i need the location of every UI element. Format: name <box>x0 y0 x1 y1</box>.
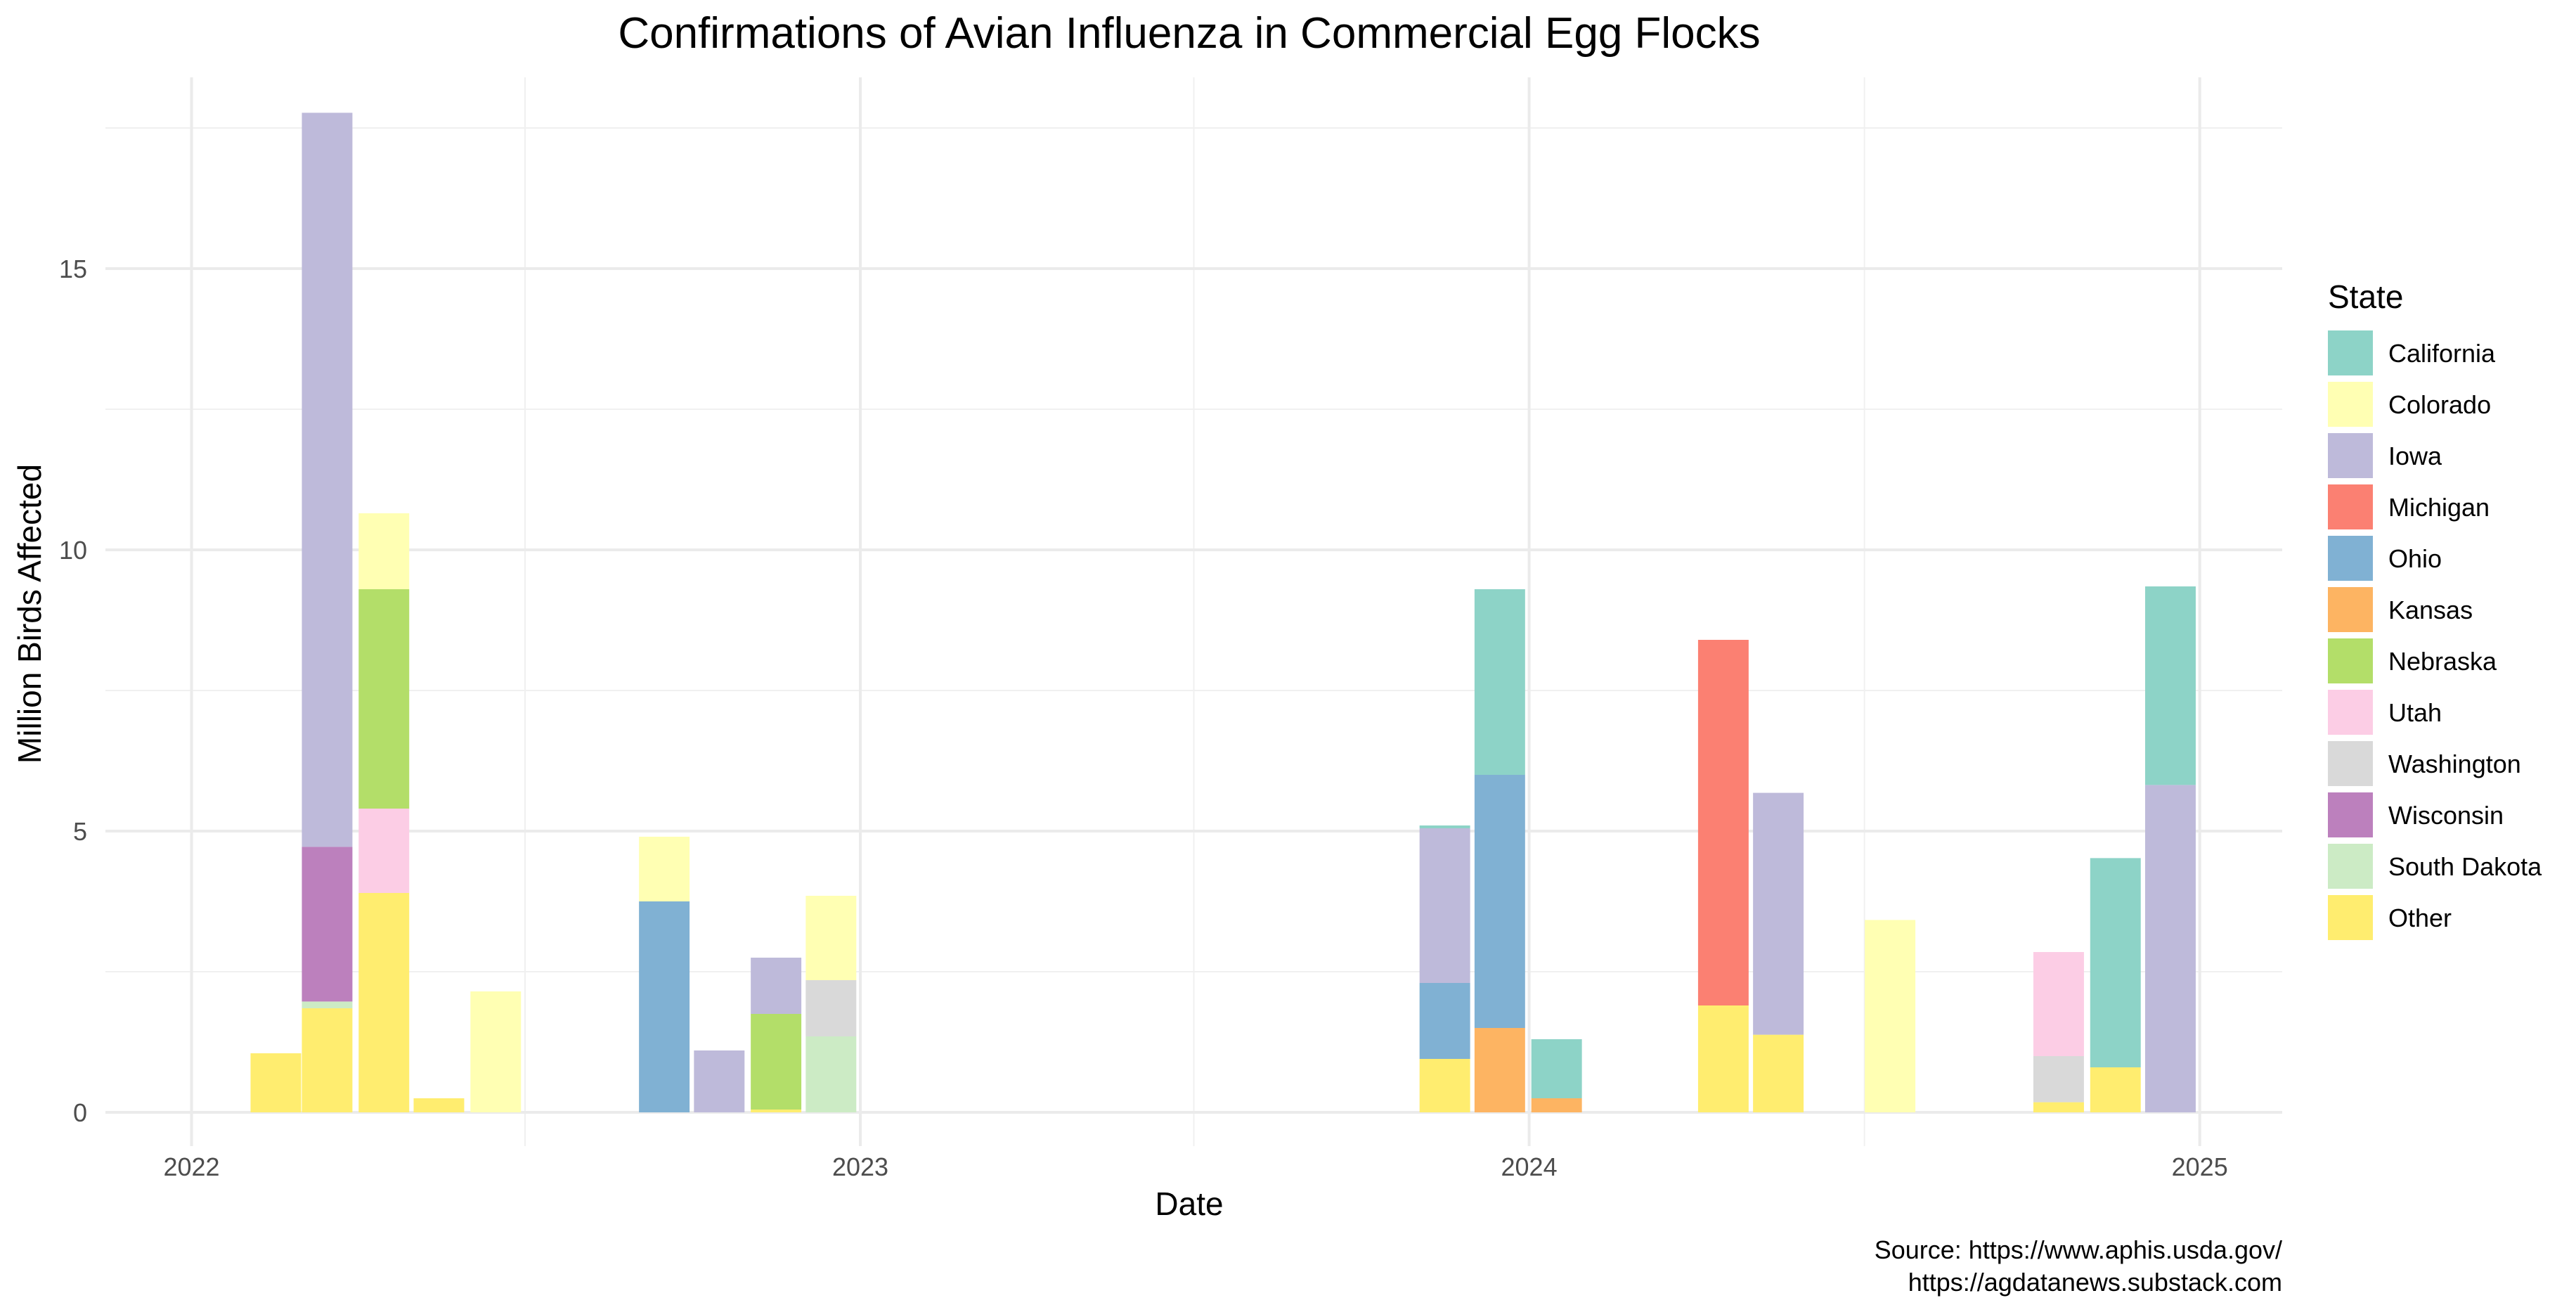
bar-segment-other <box>1697 1005 1749 1112</box>
legend-label-iowa: Iowa <box>2388 442 2442 470</box>
bar-segment-ohio <box>1419 983 1470 1059</box>
bar-segment-california <box>1419 825 1470 828</box>
legend-label-kansas: Kansas <box>2388 596 2473 624</box>
bar-segment-iowa <box>1753 792 1804 1035</box>
bar-segment-ohio <box>639 901 690 1112</box>
bar-segment-california <box>2090 858 2141 1067</box>
bar-segment-kansas <box>1531 1098 1582 1112</box>
bar-segment-other <box>358 893 410 1112</box>
y-axis-ticks: 0 5 10 15 <box>59 255 87 1127</box>
bar-segment-washington <box>2033 1056 2084 1102</box>
bar-segment-utah <box>2033 952 2084 1056</box>
y-axis-title: Million Birds Affected <box>11 464 48 764</box>
x-tick-label: 2023 <box>832 1152 888 1181</box>
bar-segment-nebraska <box>358 589 410 809</box>
legend-label-wisconsin: Wisconsin <box>2388 801 2504 830</box>
legend: State California Colorado Iowa Michigan Ohio… <box>2328 278 2542 940</box>
legend-label-colorado: Colorado <box>2388 390 2491 419</box>
bar-segment-washington <box>805 980 857 1036</box>
legend-label-washington: Washington <box>2388 750 2521 778</box>
bar-segment-other <box>413 1098 465 1112</box>
legend-swatch-other <box>2328 895 2373 940</box>
legend-swatch-kansas <box>2328 587 2373 632</box>
legend-label-other: Other <box>2388 904 2452 932</box>
bar-segment-iowa <box>2145 785 2196 1112</box>
bar-segment-colorado <box>639 837 690 901</box>
y-tick-label: 5 <box>73 817 87 846</box>
x-axis-ticks: 2022 2023 2024 2025 <box>163 1152 2227 1181</box>
grid <box>105 77 2282 1146</box>
bar-segment-california <box>1531 1039 1582 1098</box>
bar-segment-michigan <box>1697 640 1749 1005</box>
legend-swatch-california <box>2328 330 2373 375</box>
bar-segment-kansas <box>1474 1028 1525 1112</box>
source-caption-line-2: https://agdatanews.substack.com <box>1908 1268 2282 1297</box>
bar-segment-nebraska <box>751 1014 802 1110</box>
legend-label-south-dakota: South Dakota <box>2388 852 2542 881</box>
legend-label-michigan: Michigan <box>2388 493 2490 522</box>
bar-segment-other <box>2033 1102 2084 1112</box>
bar-segment-california <box>2145 586 2196 785</box>
chart-title: Confirmations of Avian Influenza in Comm… <box>618 9 1760 58</box>
legend-swatch-ohio <box>2328 536 2373 581</box>
bar-segment-other <box>2090 1067 2141 1112</box>
legend-title: State <box>2328 278 2403 315</box>
legend-swatch-colorado <box>2328 382 2373 427</box>
x-axis-title: Date <box>1155 1185 1223 1222</box>
bar-segment-other <box>751 1110 802 1112</box>
bar-segment-iowa <box>751 958 802 1014</box>
legend-label-california: California <box>2388 339 2496 368</box>
bar-segment-other <box>1753 1034 1804 1112</box>
bar-segment-utah <box>358 809 410 893</box>
x-tick-label: 2022 <box>163 1152 219 1181</box>
bar-segment-iowa <box>302 112 353 847</box>
bar-segment-iowa <box>1419 828 1470 983</box>
y-tick-label: 15 <box>59 255 87 283</box>
legend-swatch-utah <box>2328 690 2373 735</box>
bar-segment-iowa <box>694 1050 745 1112</box>
bar-segment-other <box>250 1053 302 1112</box>
x-tick-label: 2025 <box>2172 1152 2228 1181</box>
legend-swatch-iowa <box>2328 433 2373 478</box>
bar-segment-california <box>1474 589 1525 775</box>
legend-swatch-michigan <box>2328 484 2373 529</box>
bar-segment-other <box>1419 1059 1470 1112</box>
source-caption-line-1: Source: https://www.aphis.usda.gov/ <box>1875 1235 2282 1264</box>
legend-swatch-washington <box>2328 741 2373 786</box>
y-tick-label: 10 <box>59 536 87 565</box>
legend-label-utah: Utah <box>2388 698 2442 727</box>
bar-segment-colorado <box>805 896 857 980</box>
bars <box>250 112 2196 1112</box>
legend-swatch-south-dakota <box>2328 844 2373 889</box>
bar-segment-other <box>302 1008 353 1112</box>
legend-swatch-nebraska <box>2328 638 2373 683</box>
bar-segment-colorado <box>1865 920 1916 1112</box>
y-tick-label: 0 <box>73 1098 87 1127</box>
bar-segment-colorado <box>358 513 410 589</box>
legend-label-ohio: Ohio <box>2388 544 2442 573</box>
legend-label-nebraska: Nebraska <box>2388 647 2497 676</box>
bar-segment-south-dakota <box>302 1001 353 1008</box>
legend-swatch-wisconsin <box>2328 792 2373 837</box>
bar-segment-ohio <box>1474 775 1525 1028</box>
bar-segment-colorado <box>470 991 522 1112</box>
bar-segment-wisconsin <box>302 847 353 1002</box>
bar-segment-south-dakota <box>805 1036 857 1112</box>
x-tick-label: 2024 <box>1501 1152 1558 1181</box>
